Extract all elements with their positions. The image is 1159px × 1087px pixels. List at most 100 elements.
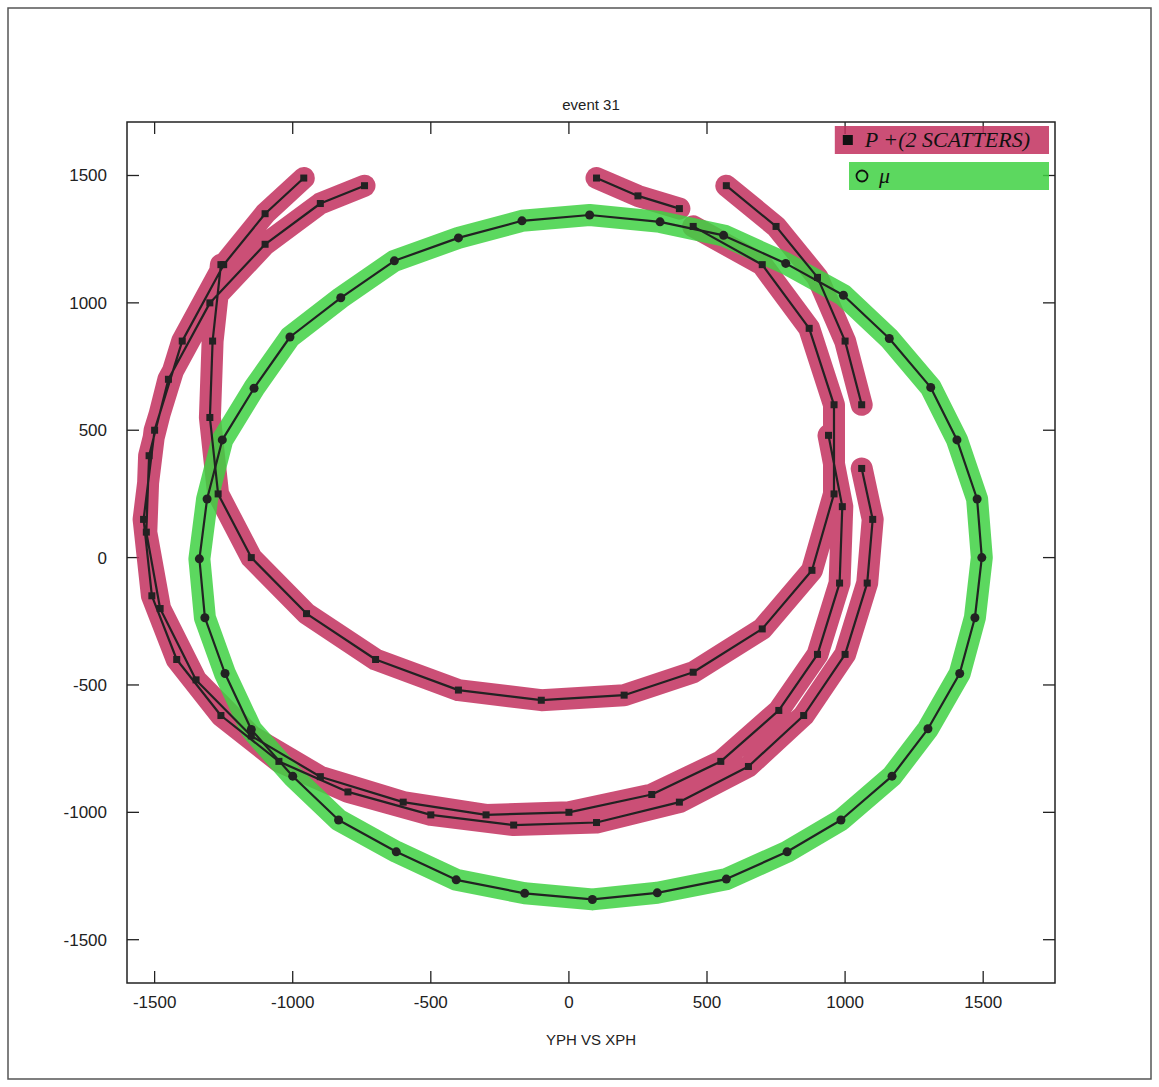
point xyxy=(400,799,407,806)
point xyxy=(483,811,490,818)
point xyxy=(336,293,345,302)
point xyxy=(648,791,655,798)
chart: -1500-1000-500050010001500-1500-1000-500… xyxy=(0,0,1159,1087)
point xyxy=(248,554,255,561)
point xyxy=(831,490,838,497)
point xyxy=(157,605,164,612)
point xyxy=(839,503,846,510)
point xyxy=(634,192,641,199)
point xyxy=(973,495,982,504)
legend-marker xyxy=(857,171,868,182)
x-tick xyxy=(430,971,431,983)
point xyxy=(717,758,724,765)
point xyxy=(585,210,594,219)
point xyxy=(217,261,224,268)
page-frame xyxy=(8,8,1151,1079)
point xyxy=(262,210,269,217)
x-tick-label: -1500 xyxy=(133,993,176,1012)
legend: P +(2 SCATTERS)μ xyxy=(835,126,1049,190)
point xyxy=(200,613,209,622)
y-tick-label: -1500 xyxy=(64,931,107,950)
point xyxy=(858,401,865,408)
point xyxy=(303,610,310,617)
track-highlight xyxy=(144,178,873,825)
x-tick xyxy=(706,122,707,134)
point xyxy=(565,809,572,816)
point xyxy=(300,175,307,182)
point xyxy=(653,888,662,897)
point xyxy=(864,580,871,587)
point xyxy=(781,259,790,268)
point xyxy=(146,452,153,459)
track-line xyxy=(199,215,981,899)
point xyxy=(593,819,600,826)
point xyxy=(206,299,213,306)
point xyxy=(143,529,150,536)
highlights xyxy=(144,178,982,899)
point xyxy=(814,651,821,658)
point xyxy=(858,465,865,472)
point xyxy=(923,724,932,733)
point xyxy=(621,692,628,699)
point xyxy=(520,889,529,898)
point xyxy=(218,435,227,444)
point xyxy=(831,401,838,408)
y-tick xyxy=(127,812,139,813)
y-tick-label: 0 xyxy=(98,549,107,568)
y-tick xyxy=(127,175,139,176)
y-tick xyxy=(1043,939,1055,940)
x-tick-label: -500 xyxy=(414,993,448,1012)
point xyxy=(676,205,683,212)
point xyxy=(836,580,843,587)
point xyxy=(759,625,766,632)
point xyxy=(344,788,351,795)
x-tick xyxy=(430,122,431,134)
point xyxy=(955,669,964,678)
y-tick xyxy=(127,430,139,431)
track-highlight xyxy=(199,215,981,899)
point xyxy=(317,773,324,780)
x-tick xyxy=(292,971,293,983)
point xyxy=(206,414,213,421)
point xyxy=(390,256,399,265)
point xyxy=(195,554,204,563)
legend-label: P +(2 SCATTERS) xyxy=(864,127,1030,152)
point xyxy=(179,338,186,345)
point xyxy=(800,712,807,719)
point xyxy=(723,182,730,189)
point xyxy=(722,875,731,884)
point xyxy=(952,435,961,444)
point xyxy=(372,656,379,663)
point xyxy=(427,811,434,818)
plot-marks xyxy=(140,175,986,904)
point xyxy=(759,261,766,268)
point xyxy=(510,822,517,829)
point xyxy=(217,712,224,719)
point xyxy=(361,182,368,189)
point xyxy=(288,772,297,781)
point xyxy=(775,707,782,714)
point xyxy=(839,291,848,300)
y-tick xyxy=(127,939,139,940)
plot-frame xyxy=(127,122,1055,983)
point xyxy=(455,687,462,694)
point xyxy=(151,427,158,434)
point xyxy=(454,233,463,242)
point xyxy=(806,325,813,332)
y-tick-label: 1500 xyxy=(69,166,107,185)
point xyxy=(926,383,935,392)
points xyxy=(140,175,986,904)
point xyxy=(538,697,545,704)
x-tick-label: 500 xyxy=(693,993,721,1012)
y-tick xyxy=(127,302,139,303)
point xyxy=(140,516,147,523)
x-tick xyxy=(844,971,845,983)
y-tick-label: -1000 xyxy=(64,803,107,822)
point xyxy=(148,592,155,599)
point xyxy=(588,895,597,904)
point xyxy=(193,676,200,683)
y-tick xyxy=(1043,557,1055,558)
point xyxy=(676,799,683,806)
point xyxy=(334,815,343,824)
point xyxy=(869,516,876,523)
